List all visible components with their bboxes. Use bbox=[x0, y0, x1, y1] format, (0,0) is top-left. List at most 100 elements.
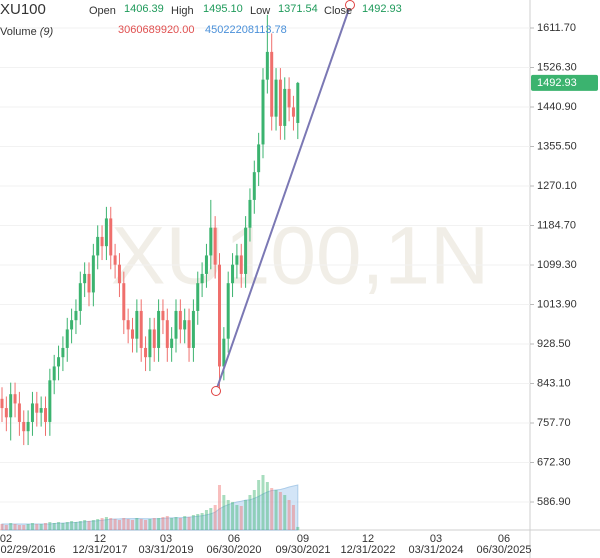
volume-pane bbox=[0, 475, 300, 531]
volume-bar bbox=[139, 519, 143, 530]
volume-bar bbox=[187, 517, 191, 530]
volume-bar bbox=[30, 523, 34, 530]
y-tick-label: 928.50 bbox=[537, 338, 571, 350]
volume-bar bbox=[70, 521, 74, 530]
x-date-label: 03/31/2019 bbox=[138, 544, 193, 556]
x-date-label: 12/31/2017 bbox=[72, 544, 127, 556]
last-price-tag bbox=[531, 74, 598, 91]
candle-body bbox=[39, 408, 43, 413]
candle-body bbox=[278, 79, 282, 126]
candle-body bbox=[178, 310, 182, 330]
candle-body bbox=[122, 283, 126, 321]
volume-bar bbox=[0, 524, 4, 530]
volume-period: (9) bbox=[40, 26, 54, 38]
y-tick-label: 672.30 bbox=[537, 456, 571, 468]
candle-body bbox=[17, 403, 21, 422]
candle-body bbox=[152, 329, 156, 348]
candle-body bbox=[226, 283, 230, 339]
volume-bar bbox=[222, 495, 226, 530]
trend-line bbox=[215, 5, 351, 392]
high-value: 1495.10 bbox=[203, 3, 243, 15]
candle-body bbox=[283, 88, 287, 126]
volume-bar bbox=[261, 475, 265, 530]
volume-bar bbox=[235, 505, 239, 530]
volume-bar bbox=[265, 482, 269, 530]
open-label: Open bbox=[89, 5, 116, 17]
candle-body bbox=[187, 320, 191, 348]
volume-bar bbox=[218, 485, 221, 530]
candle-body bbox=[161, 310, 165, 321]
candle-body bbox=[235, 255, 239, 265]
volume-bar bbox=[135, 518, 139, 530]
candle-body bbox=[48, 380, 52, 422]
x-tick-label: 12 bbox=[94, 533, 106, 545]
candle-body bbox=[270, 51, 274, 117]
y-tick-label: 1013.90 bbox=[537, 298, 577, 310]
volume-bar bbox=[9, 523, 13, 530]
candle-body bbox=[74, 310, 78, 321]
volume-bar bbox=[278, 492, 282, 530]
candle-body bbox=[157, 310, 161, 348]
volume-bar bbox=[161, 517, 165, 530]
volume-bar bbox=[226, 500, 230, 530]
volume-bar bbox=[35, 524, 39, 530]
volume-bar bbox=[165, 516, 169, 530]
x-date-label: 09/30/2021 bbox=[275, 544, 330, 556]
x-tick-label: 03 bbox=[160, 533, 172, 545]
volume-bar bbox=[174, 517, 178, 530]
y-tick-label: 757.70 bbox=[537, 417, 571, 429]
x-date-label: 06/30/2025 bbox=[476, 544, 531, 556]
candle-body bbox=[91, 255, 95, 293]
volume-bar bbox=[270, 488, 274, 530]
low-value: 1371.54 bbox=[278, 3, 318, 15]
candle-body bbox=[183, 320, 187, 330]
volume-bar bbox=[13, 524, 17, 530]
y-tick-label: 843.10 bbox=[537, 377, 571, 389]
candle-body bbox=[200, 273, 204, 284]
volume-bar bbox=[74, 522, 78, 530]
candle-body bbox=[165, 320, 169, 348]
close-value: 1492.93 bbox=[362, 3, 402, 15]
candle-body bbox=[174, 310, 178, 339]
volume-value: 3060689920.00 bbox=[118, 24, 194, 36]
volume-bar bbox=[287, 500, 291, 530]
x-date-label: 12/31/2022 bbox=[340, 544, 395, 556]
volume-bar bbox=[296, 526, 300, 530]
candle-body bbox=[44, 408, 47, 422]
volume-bar bbox=[113, 519, 117, 530]
candle-body bbox=[231, 264, 235, 284]
candle-body bbox=[291, 107, 295, 117]
x-date-label: 02/29/2016 bbox=[0, 544, 55, 556]
volume-bar bbox=[22, 525, 26, 530]
volume-name: Volume bbox=[0, 26, 37, 38]
volume-bar bbox=[26, 524, 30, 530]
y-tick-label: 586.90 bbox=[537, 496, 571, 508]
volume-bar bbox=[213, 505, 217, 530]
y-tick-label: 1270.10 bbox=[537, 180, 577, 192]
candle-body bbox=[213, 227, 217, 265]
volume-bar bbox=[200, 513, 204, 530]
volume-bar bbox=[61, 523, 65, 530]
volume-bar bbox=[100, 518, 104, 530]
candles bbox=[0, 14, 300, 446]
x-tick-label: 09 bbox=[297, 533, 309, 545]
candle-body bbox=[239, 255, 243, 274]
candle-body bbox=[196, 283, 200, 311]
volume-bar bbox=[104, 517, 108, 530]
volume-bar bbox=[65, 522, 69, 530]
volume-bar bbox=[126, 519, 130, 530]
grid bbox=[0, 27, 530, 503]
last-price-label: 1492.93 bbox=[537, 77, 577, 89]
volume-bar bbox=[109, 518, 113, 530]
candle-body bbox=[170, 338, 174, 348]
candle-body bbox=[204, 255, 208, 274]
trend-anchor bbox=[345, 0, 355, 10]
candle-body bbox=[244, 227, 248, 274]
volume-title: Volume (9) bbox=[0, 26, 54, 38]
candle-body bbox=[78, 283, 82, 311]
candle-body bbox=[222, 338, 226, 367]
candle-body bbox=[218, 264, 221, 367]
volume-bar bbox=[257, 480, 261, 530]
volume-bar bbox=[91, 520, 95, 530]
candle-body bbox=[117, 264, 121, 284]
